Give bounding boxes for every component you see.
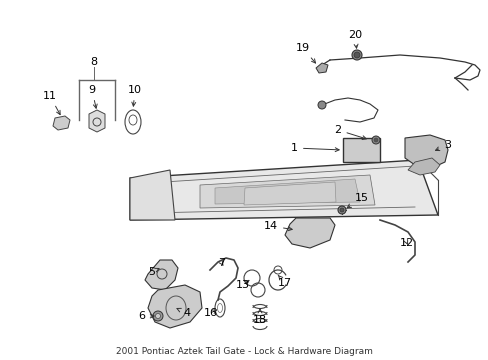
Polygon shape xyxy=(145,260,178,290)
Circle shape xyxy=(353,52,359,58)
Text: 11: 11 xyxy=(43,91,60,114)
Polygon shape xyxy=(130,170,175,220)
Circle shape xyxy=(155,314,160,319)
Text: 14: 14 xyxy=(264,221,292,231)
Circle shape xyxy=(351,50,361,60)
Polygon shape xyxy=(315,63,327,73)
Circle shape xyxy=(317,101,325,109)
Text: 5: 5 xyxy=(148,267,159,277)
Polygon shape xyxy=(407,158,439,175)
Polygon shape xyxy=(215,179,359,204)
Polygon shape xyxy=(148,285,202,328)
Polygon shape xyxy=(130,160,437,220)
Text: 12: 12 xyxy=(399,238,413,248)
Text: 15: 15 xyxy=(346,193,368,208)
Polygon shape xyxy=(244,182,335,205)
Text: 8: 8 xyxy=(90,57,98,67)
Text: 10: 10 xyxy=(128,85,142,106)
Text: 18: 18 xyxy=(252,309,266,325)
Text: 19: 19 xyxy=(295,43,315,63)
Circle shape xyxy=(339,208,343,212)
Text: 2: 2 xyxy=(334,125,366,140)
Polygon shape xyxy=(89,110,105,132)
Polygon shape xyxy=(53,116,70,130)
Polygon shape xyxy=(404,135,447,168)
Polygon shape xyxy=(200,175,374,208)
Text: 20: 20 xyxy=(347,30,361,48)
Text: 16: 16 xyxy=(203,308,218,318)
Circle shape xyxy=(373,138,377,142)
Text: 2001 Pontiac Aztek Tail Gate - Lock & Hardware Diagram: 2001 Pontiac Aztek Tail Gate - Lock & Ha… xyxy=(116,347,372,356)
Text: 13: 13 xyxy=(236,280,249,290)
Text: 9: 9 xyxy=(88,85,97,108)
Circle shape xyxy=(337,206,346,214)
Text: 6: 6 xyxy=(138,311,154,321)
Text: 17: 17 xyxy=(278,275,291,288)
Text: 7: 7 xyxy=(218,258,224,268)
Text: 1: 1 xyxy=(290,143,339,153)
Polygon shape xyxy=(285,218,334,248)
Circle shape xyxy=(153,311,163,321)
Circle shape xyxy=(371,136,379,144)
Polygon shape xyxy=(342,138,379,162)
Text: 4: 4 xyxy=(177,308,190,318)
Text: 3: 3 xyxy=(435,140,450,150)
